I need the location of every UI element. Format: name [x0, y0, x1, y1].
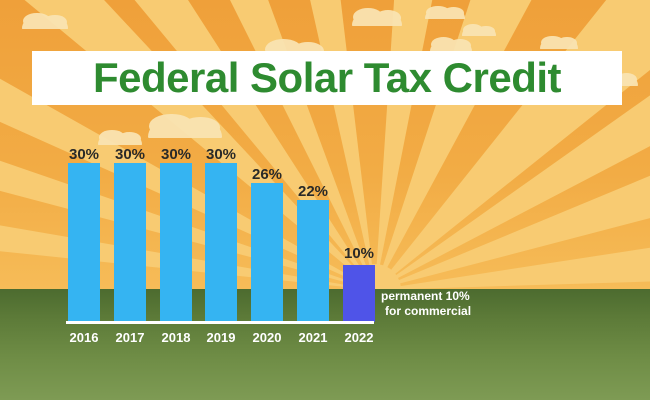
bar-2019[interactable]	[205, 163, 237, 322]
bar-value-label: 30%	[205, 146, 237, 163]
cloud-icon	[352, 8, 402, 27]
bar-2018[interactable]	[160, 163, 192, 322]
bar-value-label: 30%	[114, 146, 146, 163]
x-axis-tick-2021: 2021	[298, 330, 328, 345]
bar-value-label: 30%	[68, 146, 100, 163]
bar-2017[interactable]	[114, 163, 146, 322]
x-axis-tick-2018: 2018	[161, 330, 191, 345]
bar-value-label: 22%	[297, 183, 329, 200]
cloud-icon	[98, 130, 142, 145]
bar-2020[interactable]	[251, 183, 283, 322]
x-axis-line	[66, 321, 374, 324]
page-title: Federal Solar Tax Credit	[92, 54, 562, 101]
bar-2022[interactable]	[343, 265, 375, 322]
x-axis-tick-2020: 2020	[252, 330, 282, 345]
bar-value-label: 30%	[160, 146, 192, 163]
annotation-line-2: for commercial	[385, 304, 472, 318]
cloud-icon	[148, 114, 222, 139]
cloud-icon	[425, 5, 465, 19]
commercial-annotation: permanent 10% for commercial	[381, 289, 471, 319]
cloud-icon	[540, 35, 578, 49]
cloud-icon	[462, 24, 496, 36]
title-banner: Federal Solar Tax Credit	[32, 51, 622, 105]
x-axis-tick-2022: 2022	[344, 330, 374, 345]
bar-2016[interactable]	[68, 163, 100, 322]
bar-value-label: 10%	[343, 245, 375, 262]
bar-2021[interactable]	[297, 200, 329, 322]
x-axis-tick-2017: 2017	[115, 330, 145, 345]
annotation-line-1: permanent 10%	[381, 289, 470, 303]
bar-value-label: 26%	[251, 166, 283, 183]
x-axis-tick-2016: 2016	[69, 330, 99, 345]
cloud-icon	[22, 12, 68, 30]
x-axis-tick-2019: 2019	[206, 330, 236, 345]
cloud-icon	[430, 37, 472, 52]
